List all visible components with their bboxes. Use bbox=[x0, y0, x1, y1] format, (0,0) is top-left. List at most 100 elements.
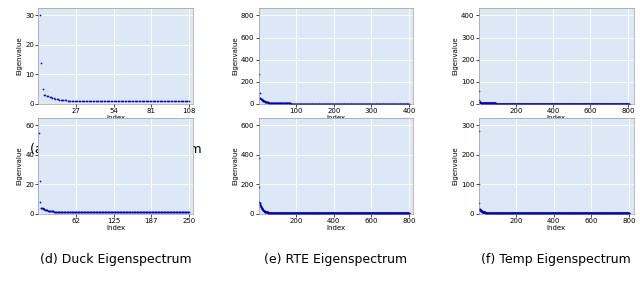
Point bbox=[321, 101, 331, 106]
Point bbox=[502, 211, 512, 215]
Point bbox=[605, 211, 615, 215]
Point bbox=[337, 101, 348, 106]
Point bbox=[483, 210, 493, 215]
Point bbox=[486, 211, 497, 215]
Point bbox=[554, 211, 564, 215]
Point bbox=[570, 211, 580, 215]
Point bbox=[387, 101, 397, 106]
Point bbox=[317, 211, 328, 215]
Point bbox=[161, 210, 172, 214]
Point bbox=[495, 101, 506, 106]
Point bbox=[512, 211, 522, 215]
Point bbox=[607, 211, 617, 215]
Point bbox=[281, 211, 291, 215]
Point bbox=[49, 209, 60, 214]
Point bbox=[362, 211, 372, 215]
Point bbox=[527, 101, 537, 106]
Point bbox=[580, 211, 590, 215]
Point bbox=[504, 101, 514, 106]
Point bbox=[401, 101, 411, 106]
Point bbox=[396, 101, 406, 106]
Point bbox=[493, 101, 503, 106]
Point bbox=[579, 101, 589, 106]
Point bbox=[366, 211, 376, 215]
Point bbox=[616, 101, 626, 106]
Point bbox=[564, 211, 574, 215]
Point bbox=[322, 101, 332, 106]
Point bbox=[510, 211, 520, 215]
Point bbox=[605, 211, 616, 215]
Point bbox=[539, 101, 549, 106]
Point bbox=[623, 211, 633, 215]
Point bbox=[75, 99, 85, 103]
Point bbox=[358, 101, 369, 106]
Point bbox=[385, 211, 396, 215]
Point bbox=[611, 101, 621, 106]
Point bbox=[57, 210, 67, 214]
Point bbox=[483, 210, 493, 215]
Point bbox=[598, 211, 608, 215]
Point bbox=[515, 211, 525, 215]
Point bbox=[505, 211, 515, 215]
Point bbox=[92, 210, 102, 214]
Point bbox=[117, 210, 127, 214]
Point bbox=[611, 101, 621, 106]
Point bbox=[596, 101, 607, 106]
Point bbox=[359, 211, 369, 215]
Point bbox=[480, 210, 490, 215]
Point bbox=[522, 211, 532, 215]
Point bbox=[600, 211, 610, 215]
Point bbox=[548, 101, 559, 106]
Point bbox=[278, 211, 289, 215]
Point bbox=[392, 101, 402, 106]
Point bbox=[314, 211, 324, 215]
Point bbox=[556, 211, 566, 215]
Point bbox=[45, 209, 56, 213]
Point bbox=[596, 101, 606, 106]
Point bbox=[315, 211, 325, 215]
Point bbox=[597, 211, 607, 215]
Point bbox=[621, 101, 632, 106]
Point bbox=[310, 101, 321, 106]
Point bbox=[515, 211, 525, 215]
Point bbox=[529, 211, 539, 215]
Point bbox=[278, 101, 288, 106]
Point bbox=[548, 101, 558, 106]
Point bbox=[611, 101, 621, 106]
Point bbox=[589, 101, 600, 106]
Point bbox=[619, 101, 629, 106]
Point bbox=[307, 211, 317, 215]
Point bbox=[492, 211, 502, 215]
Point bbox=[564, 211, 574, 215]
Point bbox=[272, 211, 282, 215]
Point bbox=[346, 101, 356, 106]
Point bbox=[621, 211, 631, 215]
Point bbox=[573, 101, 584, 106]
Point bbox=[610, 101, 620, 106]
Point bbox=[368, 211, 378, 215]
Point bbox=[393, 211, 403, 215]
Point bbox=[564, 101, 574, 106]
Point bbox=[507, 101, 517, 106]
Point bbox=[581, 211, 591, 215]
Point bbox=[257, 207, 268, 211]
Point bbox=[297, 101, 307, 106]
Point bbox=[588, 211, 598, 215]
Point bbox=[271, 211, 282, 215]
Point bbox=[174, 99, 184, 104]
Point bbox=[268, 211, 278, 215]
Point bbox=[135, 210, 145, 214]
Point bbox=[496, 211, 506, 215]
Point bbox=[521, 101, 531, 106]
Point bbox=[598, 211, 608, 215]
Point bbox=[614, 211, 624, 215]
Point bbox=[271, 211, 282, 215]
Point bbox=[479, 210, 489, 214]
Point bbox=[47, 209, 57, 214]
Point bbox=[127, 99, 137, 104]
Point bbox=[554, 211, 564, 215]
Point bbox=[527, 211, 538, 215]
Point bbox=[304, 101, 314, 106]
Point bbox=[397, 101, 407, 106]
Point bbox=[380, 211, 390, 215]
